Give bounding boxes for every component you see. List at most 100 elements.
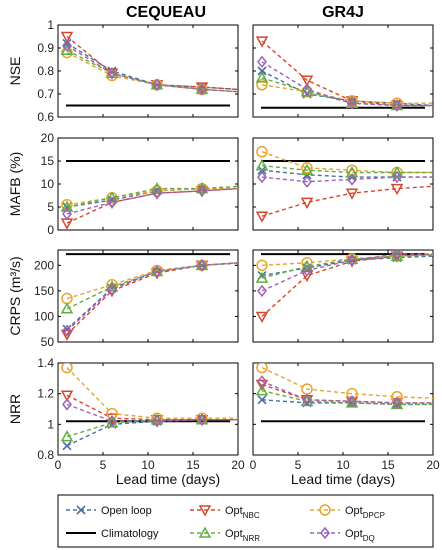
legend-label-subscript: NRR [243,534,261,543]
point-dpcp [256,363,268,374]
point-dq [107,67,117,80]
x-axis-label-left: Lead time (days) [116,471,220,487]
legend-marker [76,505,86,515]
axes-frame [57,362,239,456]
axes-frame [252,137,434,231]
point-dpcp [301,162,313,174]
series-line-dq [261,380,433,404]
column-title-cequeau: CEQUEAU [126,4,206,21]
axes-frame [57,24,239,118]
point-dq [107,283,117,296]
panel-1 [252,24,434,118]
x-tick-label: 15 [186,458,200,472]
series-line-dpcp [66,187,238,206]
x-tick-label: 10 [141,458,155,472]
legend-entry-open: Open loop [66,505,152,517]
y-tick-label: 10 [41,177,55,191]
y-tick-label: 1.4 [37,356,54,370]
point-dq [257,375,267,388]
plot-area [255,36,433,113]
legend-label-subscript: DQ [363,534,375,543]
point-dpcp [106,69,118,82]
legend-marker [320,526,330,540]
y-tick-label: 0 [47,223,54,237]
legend-label: Climatology [101,528,159,540]
legend-box [57,494,434,548]
point-dq [302,393,312,407]
y-tick-label: 0.6 [37,110,54,124]
series-line-nrr [261,164,433,174]
plot-area [255,250,433,323]
point-dq [257,170,267,184]
panel-4: 50 100 150 200 CRPS (m³/s) [7,249,239,349]
axes-frame [252,362,434,456]
point-dq [62,39,72,52]
panel-0: 0.6 0.7 0.8 0.9 1 NSE [7,18,239,124]
point-dq [197,259,207,272]
series-line-nbc [66,35,238,91]
series-line-dpcp [261,84,433,104]
point-nbc [255,211,269,223]
axes-frame [252,24,434,118]
point-dq [392,250,402,261]
point-dpcp [391,390,403,403]
series-line-dq [261,176,433,183]
x-tick-label: 20 [426,458,440,472]
x-tick-label: 20 [231,458,245,472]
point-nrr [255,384,269,396]
legend-label-subscript: NBC [243,511,260,520]
point-dpcp [106,279,118,291]
y-tick-label: 0.8 [37,448,54,462]
point-nbc [300,197,314,209]
point-nrr [300,163,314,175]
legend-marker [319,504,331,516]
x-tick-label: 5 [295,458,302,472]
y-tick-label: 0.9 [37,41,54,55]
point-nbc [60,390,74,402]
point-nrr [255,159,269,171]
series-line-dq [66,45,238,93]
point-nbc [60,31,74,44]
y-axis-label: NRR [7,394,23,424]
y-tick-label: 150 [34,284,54,298]
point-dq [257,284,267,298]
y-tick-label: 1 [47,417,54,431]
panel-3 [252,137,434,231]
point-nrr [255,271,269,283]
point-dq [152,78,162,92]
legend-entry-clim: Climatology [66,528,159,540]
plot-area [60,253,238,341]
point-dq [152,265,162,278]
y-tick-label: 100 [34,309,54,323]
y-tick-label: 1.2 [37,387,54,401]
y-tick-label: 5 [47,200,54,214]
point-dq [392,99,402,112]
point-dpcp [256,259,268,272]
point-dpcp [301,257,313,269]
series-line-nbc [261,253,433,317]
y-axis-label: NSE [7,57,23,86]
series-line-dpcp [66,367,238,419]
point-nbc [390,183,404,196]
axes-frame [252,249,434,343]
point-dq [62,324,72,337]
point-dq [197,184,207,198]
x-tick-label: 5 [100,458,107,472]
y-axis-label: MAFB (%) [7,152,23,217]
point-dq [257,55,267,69]
point-nrr [255,71,269,83]
panel-6: 0.8 1 1.2 1.4 0 5 10 15 20 NRR [7,356,245,472]
point-dpcp [151,185,163,197]
series-line-dq [66,403,238,422]
point-dq [347,96,357,110]
legend-marker [198,526,212,538]
point-dq [392,396,402,410]
point-dq [302,83,312,96]
x-tick-label: 0 [55,458,62,472]
series-line-dq [66,187,238,215]
y-tick-label: 200 [34,258,54,272]
point-nbc [300,75,314,87]
point-nrr [60,43,74,56]
point-dq [152,186,162,200]
